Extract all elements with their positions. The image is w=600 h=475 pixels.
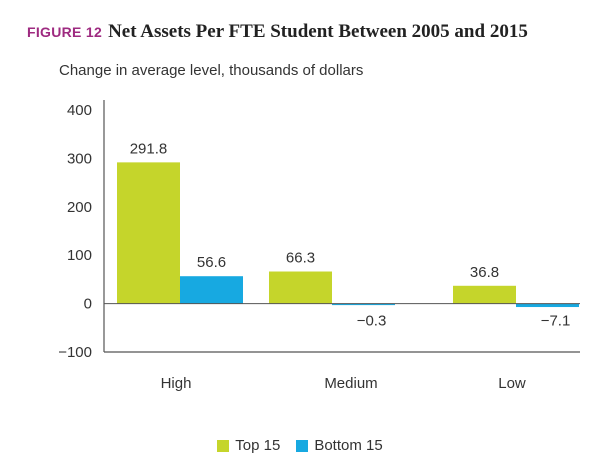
legend-swatch-bottom-15: [296, 439, 309, 452]
data-label: 36.8: [470, 264, 499, 281]
x-tick-label: High: [161, 375, 192, 392]
legend-label-bottom-15: Bottom 15: [314, 437, 383, 454]
y-tick-label: 400: [67, 102, 92, 119]
y-tick-label: 100: [67, 247, 92, 264]
legend-item-bottom-15: Bottom 15: [296, 437, 383, 454]
legend: Top 15 Bottom 15: [0, 437, 600, 454]
bar-bottom-15: [332, 303, 395, 306]
bar-top-15: [269, 271, 332, 304]
y-tick-label: −100: [58, 344, 92, 361]
chart-subtitle: Change in average level, thousands of do…: [59, 62, 364, 79]
bar-top-15: [117, 162, 180, 304]
data-label: −0.3: [357, 313, 387, 330]
bar-top-15: [453, 285, 516, 304]
chart-title: Net Assets Per FTE Student Between 2005 …: [108, 21, 528, 42]
legend-item-top-15: Top 15: [217, 437, 280, 454]
legend-label-top-15: Top 15: [235, 437, 281, 454]
data-label: −7.1: [541, 313, 571, 330]
y-tick-label: 0: [84, 296, 92, 313]
data-label: 56.6: [197, 254, 226, 271]
legend-swatch-top-15: [217, 439, 230, 452]
y-tick-label: 200: [67, 199, 92, 216]
y-tick-label: 300: [67, 150, 92, 167]
data-label: 291.8: [130, 140, 168, 157]
bar-bottom-15: [516, 303, 579, 308]
figure-label: FIGURE 12: [27, 24, 103, 40]
bar-bottom-15: [180, 276, 243, 304]
chart-title-row: FIGURE 12 Net Assets Per FTE Student Betw…: [27, 21, 528, 43]
data-label: 66.3: [286, 250, 315, 267]
x-tick-label: Medium: [324, 375, 377, 392]
x-tick-label: Low: [498, 375, 526, 392]
